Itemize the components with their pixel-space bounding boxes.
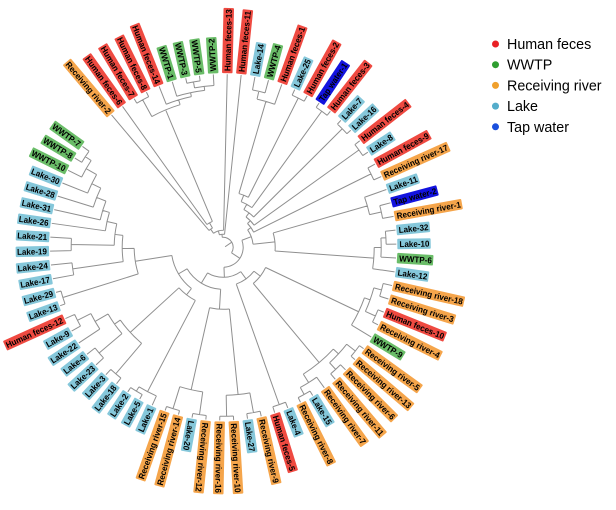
svg-text:Receiving river: Receiving river (507, 78, 602, 94)
svg-text:Receiving river-16: Receiving river-16 (213, 424, 224, 494)
svg-text:Lake-24: Lake-24 (17, 260, 49, 273)
svg-text:Human feces: Human feces (507, 37, 591, 53)
svg-text:Human feces-13: Human feces-13 (222, 9, 233, 71)
svg-text:Lake: Lake (507, 99, 538, 115)
svg-text:Lake-26: Lake-26 (18, 214, 49, 228)
svg-text:Lake-27: Lake-27 (243, 421, 257, 452)
svg-text:WWTP: WWTP (507, 58, 552, 74)
svg-text:WWTP-5: WWTP-5 (189, 39, 203, 73)
svg-text:WWTP-6: WWTP-6 (399, 253, 433, 265)
svg-text:Lake-32: Lake-32 (398, 222, 429, 235)
svg-text:Lake-12: Lake-12 (397, 267, 428, 281)
svg-text:Lake-10: Lake-10 (399, 239, 429, 250)
svg-text:WWTP-2: WWTP-2 (206, 38, 218, 72)
svg-text:Receiving river-10: Receiving river-10 (229, 423, 243, 493)
svg-text:Lake-21: Lake-21 (17, 230, 48, 242)
svg-text:Lake-19: Lake-19 (17, 246, 47, 257)
svg-text:Tap water: Tap water (507, 120, 569, 136)
